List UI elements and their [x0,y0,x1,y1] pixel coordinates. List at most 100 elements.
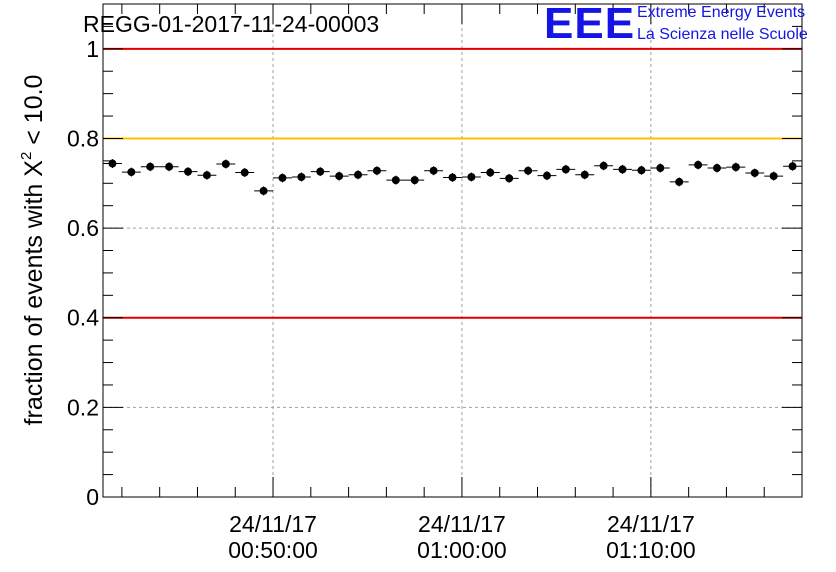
data-point-marker-27 [618,165,627,174]
x-tick-label-date-2: 24/11/17 [607,511,695,537]
data-point-marker-20 [486,168,495,177]
y-tick-label-4: 0.8 [67,125,99,151]
data-point-27 [613,164,632,174]
data-point-13 [348,170,368,180]
eee-logo-mark: EEE [544,0,636,48]
x-tick-label-date-1: 24/11/17 [418,511,506,537]
eee-logo-line2: La Scienza nelle Scuole [637,26,808,43]
data-point-28 [631,165,651,175]
data-point-marker-5 [202,171,211,180]
data-point-marker-10 [297,172,306,181]
data-point-marker-19 [467,172,476,181]
axis-ticks [103,3,802,498]
data-point-19 [461,172,481,182]
data-point-1 [121,167,141,177]
data-point-marker-12 [335,172,344,181]
data-point-marker-35 [769,172,778,181]
data-point-11 [310,167,330,177]
data-point-marker-1 [127,168,136,177]
x-tick-label-date-0: 24/11/17 [229,511,317,537]
data-point-marker-3 [165,162,174,171]
y-tick-label-0: 0 [86,484,99,510]
data-point-16 [405,175,425,185]
data-point-marker-23 [542,171,551,180]
y-tick-label-5: 1 [86,36,99,62]
data-point-32 [707,163,727,173]
data-point-10 [291,172,311,182]
data-point-9 [273,173,292,183]
data-points [103,159,802,196]
y-axis-label-superscript: 2 [18,152,35,160]
data-point-24 [556,164,576,174]
data-point-marker-8 [259,186,268,195]
data-point-marker-9 [278,173,287,182]
data-point-29 [650,163,670,173]
y-axis-label-suffix: < 10.0 [20,75,48,152]
data-point-marker-24 [561,165,570,174]
y-axis-label-symbol: X [20,160,48,177]
data-point-30 [669,177,689,187]
data-point-marker-14 [372,166,381,175]
data-point-marker-21 [505,174,514,183]
data-point-marker-7 [240,168,249,177]
data-point-12 [329,171,349,181]
data-point-8 [254,186,274,196]
data-point-23 [537,171,557,181]
x-tick-label-time-1: 01:00:00 [417,537,507,563]
data-point-marker-6 [221,160,230,169]
data-point-20 [480,168,500,177]
data-point-2 [140,162,160,172]
data-point-marker-31 [694,160,703,169]
data-point-marker-17 [429,166,438,175]
data-point-7 [235,168,255,177]
data-point-26 [594,161,614,171]
data-point-marker-36 [788,162,797,171]
data-point-33 [726,162,746,172]
data-point-marker-26 [599,161,608,170]
data-point-4 [178,167,198,177]
data-point-18 [443,172,462,182]
data-point-35 [764,171,784,181]
y-axis-label-prefix: fraction of events with [20,177,48,426]
data-point-marker-22 [524,166,533,175]
data-point-marker-34 [750,168,759,177]
data-point-marker-25 [580,170,589,179]
y-tick-label-3: 0.6 [67,215,99,241]
data-point-14 [367,166,387,176]
plot-frame [102,3,803,498]
x-tick-label-time-0: 00:50:00 [228,537,318,563]
data-point-36 [783,161,802,171]
data-point-marker-16 [410,176,419,185]
data-point-5 [197,170,217,180]
y-axis-label: fraction of events with X2 < 10.0 [18,75,48,426]
eee-logo-line1: Extreme Energy Events [637,4,806,21]
data-point-25 [575,170,595,180]
data-point-22 [518,166,538,176]
data-point-marker-28 [637,166,646,175]
data-point-marker-29 [656,164,665,173]
chart-title: REGG-01-2017-11-24-00003 [83,11,379,37]
data-point-6 [216,159,236,169]
data-point-31 [688,160,708,170]
y-tick-label-1: 0.2 [67,394,99,420]
data-point-marker-30 [675,177,684,186]
data-point-marker-13 [354,170,363,179]
data-point-17 [424,166,444,176]
tick-labels: 00.20.40.60.8124/11/1700:50:0024/11/1701… [67,36,696,563]
data-point-marker-0 [108,159,117,168]
data-point-marker-15 [391,176,400,185]
grid-layer [103,4,802,497]
data-point-marker-33 [731,163,740,172]
data-point-34 [745,168,765,178]
x-tick-label-time-2: 01:10:00 [606,537,696,563]
svg-text:fraction of events with X2 < 1: fraction of events with X2 < 10.0 [18,75,48,426]
y-tick-label-2: 0.4 [67,305,99,331]
data-point-15 [386,175,406,185]
data-point-marker-11 [316,167,325,176]
data-point-21 [499,173,519,183]
data-point-marker-18 [448,173,457,182]
data-point-marker-32 [712,164,721,173]
data-point-marker-4 [184,167,193,176]
data-point-marker-2 [146,162,155,171]
